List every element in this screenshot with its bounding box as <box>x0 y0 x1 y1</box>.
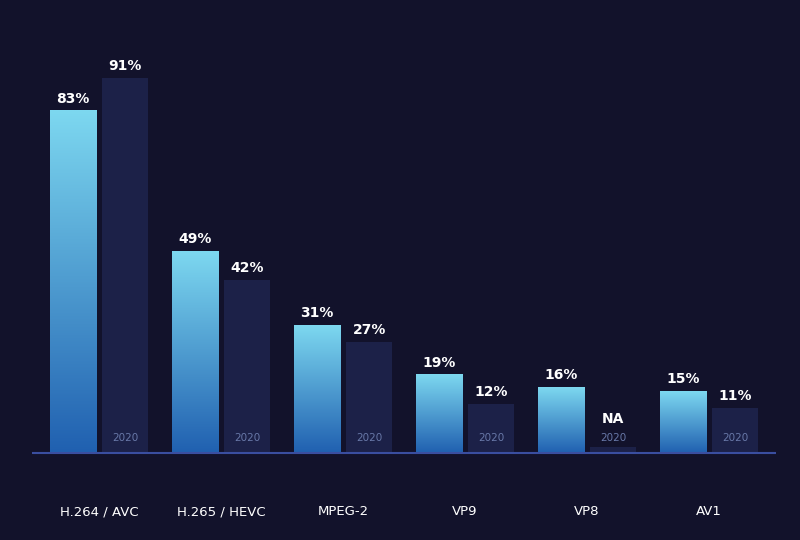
Text: 27%: 27% <box>353 323 386 337</box>
Text: 2020: 2020 <box>600 433 626 443</box>
Text: 83%: 83% <box>56 92 90 106</box>
Bar <box>224 280 270 453</box>
Text: 2020: 2020 <box>478 433 504 443</box>
Text: 2020: 2020 <box>112 433 138 443</box>
Text: 16%: 16% <box>544 368 578 382</box>
Text: 31%: 31% <box>300 306 334 320</box>
Bar <box>346 342 393 453</box>
Bar <box>712 408 758 453</box>
Text: 49%: 49% <box>178 232 211 246</box>
Bar <box>468 403 514 453</box>
Text: 42%: 42% <box>230 261 264 275</box>
Text: NA: NA <box>602 412 624 426</box>
Text: 15%: 15% <box>666 372 699 386</box>
Bar <box>102 78 149 453</box>
Text: 19%: 19% <box>422 356 455 370</box>
Text: 12%: 12% <box>474 384 508 399</box>
Text: 2020: 2020 <box>722 433 748 443</box>
Text: 91%: 91% <box>109 59 142 73</box>
Text: 2020: 2020 <box>234 433 260 443</box>
Text: 2020: 2020 <box>356 433 382 443</box>
Bar <box>590 447 636 453</box>
Text: 11%: 11% <box>718 389 752 403</box>
